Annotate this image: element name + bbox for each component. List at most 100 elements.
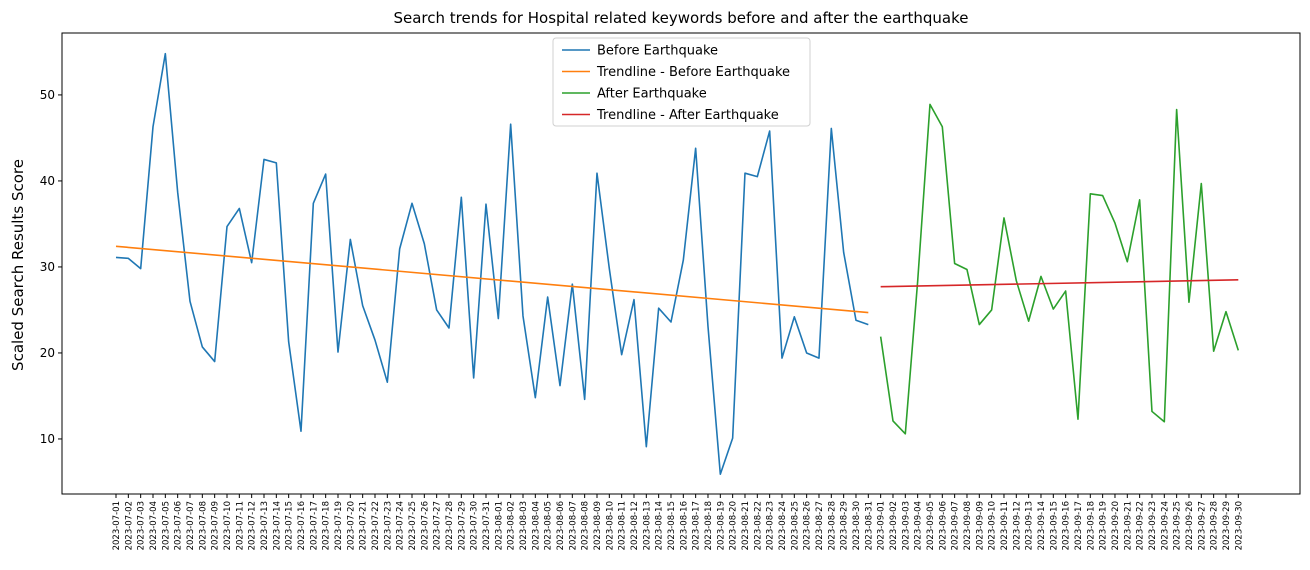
x-tick-label: 2023-08-03 [519,501,529,550]
x-tick-label: 2023-09-15 [1049,501,1059,550]
series-line-3 [880,279,1239,288]
x-tick-label: 2023-07-30 [470,501,480,550]
x-tick-label: 2023-09-04 [914,501,924,550]
x-tick-label: 2023-08-04 [531,501,541,550]
x-tick-label: 2023-08-17 [692,501,702,550]
x-tick-label: 2023-09-06 [938,501,948,550]
x-tick-label: 2023-09-22 [1136,501,1146,550]
chart-title: Search trends for Hospital related keywo… [393,9,968,27]
x-tick-label: 2023-07-05 [161,501,171,550]
x-tick-label: 2023-09-26 [1185,501,1195,550]
x-tick-label: 2023-08-08 [581,501,591,550]
x-tick-label: 2023-07-03 [137,501,147,550]
x-tick-label: 2023-07-06 [174,501,184,550]
x-tick-label: 2023-07-22 [371,501,381,550]
x-tick-label: 2023-09-10 [988,501,998,550]
x-tick-label: 2023-08-06 [556,501,566,550]
x-tick-label: 2023-07-02 [124,501,134,550]
x-tick-label: 2023-07-21 [359,501,369,550]
x-tick-label: 2023-08-22 [753,501,763,550]
x-tick-label: 2023-07-14 [272,501,282,550]
x-tick-label: 2023-09-02 [889,501,899,550]
x-tick-label: 2023-07-09 [211,501,221,550]
x-tick-label: 2023-09-19 [1099,501,1109,550]
x-tick-label: 2023-08-09 [593,501,603,550]
series-line-2 [879,103,1240,435]
x-tick-label: 2023-07-04 [149,501,159,550]
x-tick-label: 2023-07-20 [346,501,356,550]
x-tick-label: 2023-09-12 [1012,501,1022,550]
x-tick-label: 2023-09-05 [926,501,936,550]
x-tick-label: 2023-09-13 [1025,501,1035,550]
x-tick-label: 2023-07-16 [297,501,307,550]
x-tick-label: 2023-07-19 [334,501,344,550]
x-tick-label: 2023-09-28 [1210,501,1220,550]
x-tick-label: 2023-08-11 [618,501,628,550]
x-tick-label: 2023-08-25 [790,501,800,550]
x-tick-label: 2023-07-25 [408,501,418,550]
x-tick-label: 2023-07-15 [285,501,295,550]
x-tick-label: 2023-07-11 [235,501,245,550]
x-tick-label: 2023-07-17 [309,501,319,550]
x-tick-label: 2023-08-30 [852,501,862,550]
x-tick-label: 2023-07-26 [420,501,430,550]
x-tick-label: 2023-07-29 [457,501,467,550]
x-tick-label: 2023-08-28 [827,501,837,550]
x-tick-label: 2023-09-29 [1222,501,1232,550]
legend-label: Trendline - Before Earthquake [596,65,790,80]
x-ticks: 2023-07-01 2023-07-02 2023-07-03 2023-07-04… [112,494,1244,550]
x-tick-label: 2023-08-19 [716,501,726,550]
x-tick-label: 2023-07-23 [383,501,393,550]
y-axis-label: Scaled Search Results Score [9,159,27,371]
x-tick-label: 2023-09-18 [1086,501,1096,550]
x-tick-label: 2023-09-01 [877,501,887,550]
x-tick-label: 2023-07-24 [396,501,406,550]
x-tick-label: 2023-09-24 [1160,501,1170,550]
x-tick-label: 2023-07-13 [260,501,270,550]
x-tick-label: 2023-08-01 [494,501,504,550]
legend-label: Before Earthquake [597,44,718,59]
y-tick-label: 20 [40,346,55,360]
x-tick-label: 2023-08-16 [679,501,689,550]
x-tick-label: 2023-08-13 [642,501,652,550]
x-tick-label: 2023-07-18 [322,501,332,550]
x-tick-label: 2023-08-23 [766,501,776,550]
x-tick-label: 2023-07-12 [248,501,258,550]
x-tick-label: 2023-08-26 [803,501,813,550]
x-tick-label: 2023-08-12 [630,501,640,550]
x-tick-label: 2023-07-27 [433,501,443,550]
x-tick-label: 2023-09-25 [1173,501,1183,550]
x-tick-label: 2023-09-30 [1234,501,1244,550]
x-tick-label: 2023-09-20 [1111,501,1121,550]
x-tick-label: 2023-07-10 [223,501,233,550]
x-tick-label: 2023-09-08 [963,501,973,550]
plot-frame [61,32,1301,495]
x-tick-label: 2023-07-01 [112,501,122,550]
x-tick-label: 2023-08-21 [741,501,751,550]
x-tick-label: 2023-09-09 [975,501,985,550]
x-tick-label: 2023-08-24 [778,501,788,550]
x-tick-label: 2023-07-31 [482,501,492,550]
x-tick-label: 2023-09-11 [1000,501,1010,550]
x-tick-label: 2023-07-28 [445,501,455,550]
y-tick-label: 30 [40,260,55,274]
x-tick-label: 2023-08-10 [605,501,615,550]
y-ticks: 10 20 30 40 50 [40,88,62,446]
x-tick-label: 2023-09-21 [1123,501,1133,550]
legend-label: After Earthquake [597,87,707,102]
x-tick-label: 2023-08-27 [815,501,825,550]
x-tick-label: 2023-08-02 [507,501,517,550]
y-tick-label: 50 [40,88,55,102]
x-tick-label: 2023-08-07 [568,501,578,550]
y-tick-label: 40 [40,174,55,188]
x-tick-label: 2023-09-16 [1062,501,1072,550]
x-tick-label: 2023-07-08 [198,501,208,550]
legend-label: Trendline - After Earthquake [596,108,779,123]
series-group [115,52,1240,476]
x-tick-label: 2023-08-18 [704,501,714,550]
x-tick-label: 2023-08-29 [840,501,850,550]
y-tick-label: 10 [40,432,55,446]
x-tick-label: 2023-08-31 [864,501,874,550]
